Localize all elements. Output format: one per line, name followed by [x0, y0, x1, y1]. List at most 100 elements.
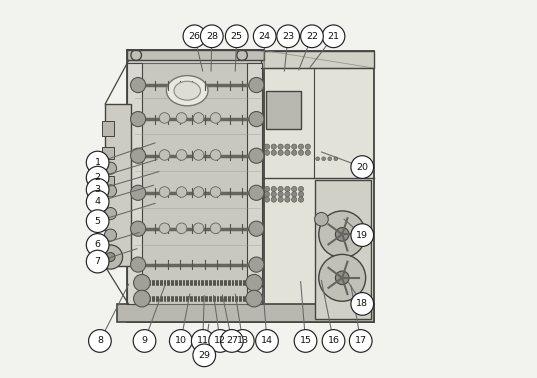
Circle shape	[285, 197, 290, 202]
Circle shape	[86, 250, 109, 273]
FancyBboxPatch shape	[315, 180, 371, 319]
Circle shape	[285, 186, 290, 192]
Circle shape	[193, 150, 204, 160]
Text: 27: 27	[226, 336, 238, 345]
Circle shape	[183, 25, 206, 48]
Circle shape	[285, 150, 290, 155]
Circle shape	[334, 157, 338, 161]
Circle shape	[249, 77, 264, 93]
Text: 2: 2	[95, 173, 100, 182]
Circle shape	[278, 150, 283, 155]
Circle shape	[86, 234, 109, 256]
Circle shape	[305, 150, 310, 155]
Circle shape	[246, 290, 263, 307]
Text: 18: 18	[356, 299, 368, 308]
Circle shape	[159, 223, 170, 234]
Circle shape	[246, 274, 263, 291]
Circle shape	[315, 212, 328, 226]
Circle shape	[264, 150, 270, 155]
Circle shape	[134, 290, 150, 307]
Circle shape	[211, 187, 221, 197]
Circle shape	[264, 144, 270, 149]
FancyBboxPatch shape	[248, 63, 263, 304]
Circle shape	[299, 144, 303, 149]
Text: 14: 14	[261, 336, 273, 345]
Circle shape	[319, 254, 366, 301]
Text: 13: 13	[237, 336, 249, 345]
Circle shape	[278, 144, 283, 149]
Text: 11: 11	[197, 336, 209, 345]
Circle shape	[86, 178, 109, 201]
Text: 22: 22	[306, 32, 318, 41]
Circle shape	[249, 112, 264, 127]
Circle shape	[292, 144, 297, 149]
Circle shape	[249, 185, 264, 200]
FancyBboxPatch shape	[102, 176, 113, 185]
Circle shape	[130, 185, 146, 200]
Text: 1: 1	[95, 158, 100, 167]
Circle shape	[264, 192, 270, 197]
Circle shape	[351, 156, 374, 178]
Circle shape	[328, 157, 332, 161]
Circle shape	[351, 224, 374, 246]
Circle shape	[322, 157, 325, 161]
Text: 7: 7	[95, 257, 100, 266]
Text: 21: 21	[328, 32, 339, 41]
Circle shape	[292, 186, 297, 192]
Circle shape	[299, 192, 303, 197]
Circle shape	[133, 330, 156, 352]
Circle shape	[105, 162, 117, 174]
Circle shape	[271, 144, 277, 149]
FancyBboxPatch shape	[102, 147, 113, 159]
Text: 17: 17	[355, 336, 367, 345]
Circle shape	[292, 192, 297, 197]
Text: 9: 9	[142, 336, 148, 345]
Circle shape	[176, 187, 187, 197]
Text: 16: 16	[328, 336, 339, 345]
Text: 6: 6	[95, 240, 100, 249]
Circle shape	[193, 187, 204, 197]
Circle shape	[271, 197, 277, 202]
Polygon shape	[127, 50, 264, 322]
Circle shape	[221, 330, 243, 352]
Circle shape	[106, 253, 115, 262]
Polygon shape	[261, 51, 374, 68]
Ellipse shape	[166, 76, 208, 106]
Circle shape	[86, 166, 109, 189]
Circle shape	[285, 144, 290, 149]
Circle shape	[249, 148, 264, 163]
Text: 3: 3	[95, 185, 101, 194]
Circle shape	[193, 113, 204, 123]
Circle shape	[256, 330, 278, 352]
Circle shape	[191, 330, 214, 352]
Text: 10: 10	[175, 336, 187, 345]
Circle shape	[211, 150, 221, 160]
FancyBboxPatch shape	[132, 63, 258, 304]
Circle shape	[264, 186, 270, 192]
Circle shape	[277, 25, 300, 48]
Circle shape	[264, 197, 270, 202]
Circle shape	[86, 210, 109, 232]
Circle shape	[170, 330, 192, 352]
Circle shape	[86, 191, 109, 213]
Text: 20: 20	[356, 163, 368, 172]
FancyBboxPatch shape	[105, 104, 131, 266]
Circle shape	[159, 113, 170, 123]
Circle shape	[209, 330, 231, 352]
Circle shape	[176, 223, 187, 234]
Circle shape	[89, 330, 111, 352]
Circle shape	[271, 150, 277, 155]
Circle shape	[351, 293, 374, 315]
FancyBboxPatch shape	[127, 63, 142, 304]
Circle shape	[193, 344, 215, 367]
Text: 29: 29	[198, 351, 211, 360]
Circle shape	[316, 157, 320, 161]
Text: 5: 5	[95, 217, 100, 226]
Circle shape	[336, 271, 349, 285]
Circle shape	[253, 25, 276, 48]
Circle shape	[86, 151, 109, 174]
Circle shape	[159, 150, 170, 160]
Ellipse shape	[174, 81, 200, 100]
FancyBboxPatch shape	[127, 50, 264, 60]
Circle shape	[130, 77, 146, 93]
